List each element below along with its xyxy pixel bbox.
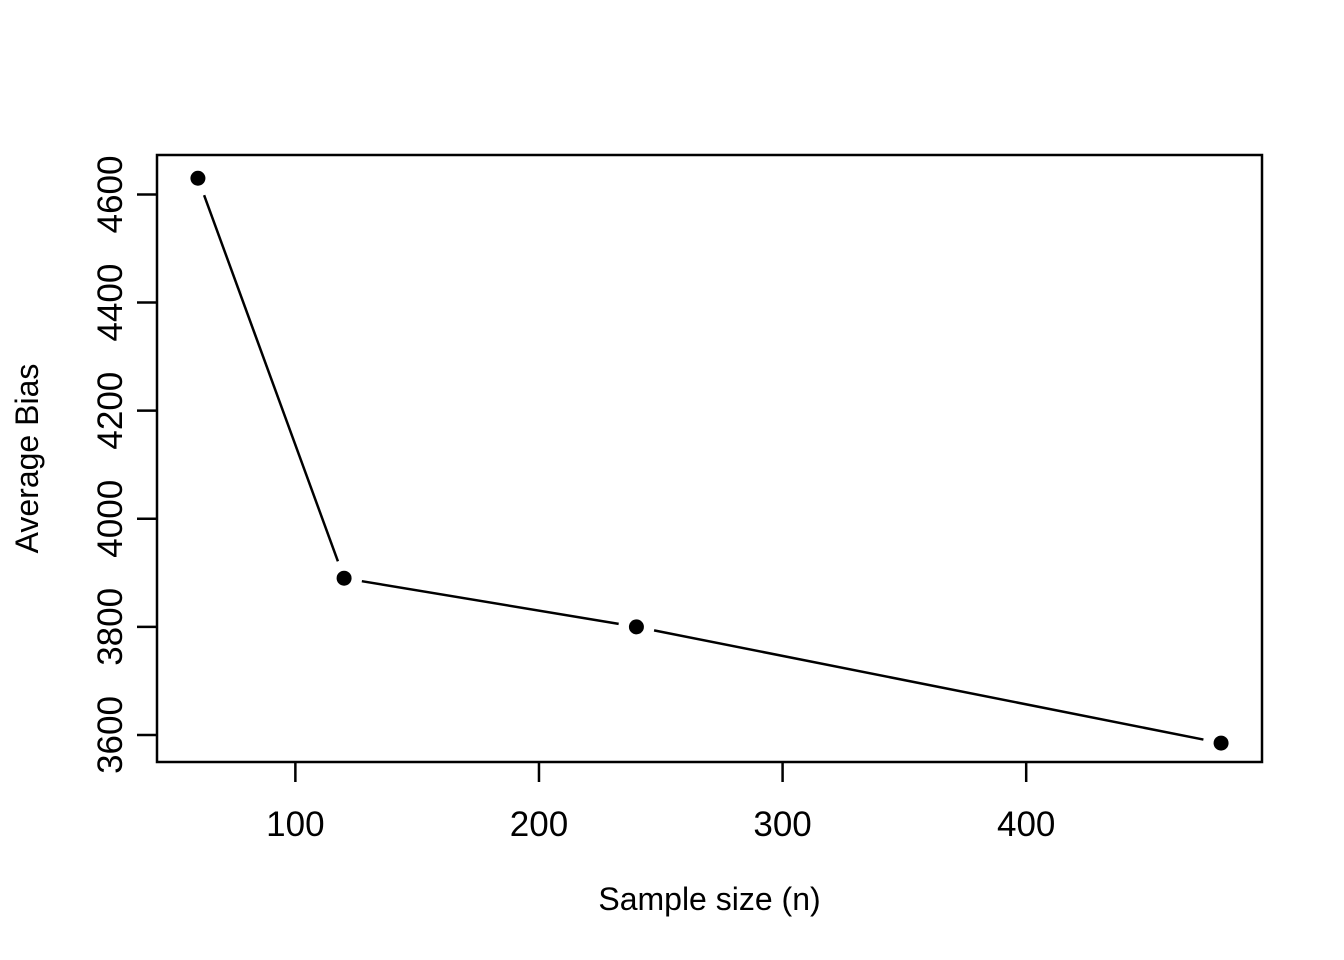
x-axis-tick-label: 300 <box>753 805 811 844</box>
x-axis-tick-label: 100 <box>266 805 324 844</box>
series-line-segment <box>653 629 1204 741</box>
data-point <box>1213 735 1229 751</box>
y-axis-tick-label: 4600 <box>91 156 130 234</box>
data-point <box>336 570 352 586</box>
series-line-segment <box>202 194 340 562</box>
y-axis-tick-label: 3800 <box>91 588 130 666</box>
y-axis-tick-label: 4200 <box>91 372 130 450</box>
y-axis-title: Average Bias <box>9 364 45 554</box>
y-axis-tick-label: 4400 <box>91 264 130 342</box>
x-axis-title: Sample size (n) <box>598 881 820 917</box>
data-point <box>628 619 644 635</box>
y-axis-tick-label: 3600 <box>91 696 130 774</box>
x-axis-tick-label: 400 <box>997 805 1055 844</box>
y-axis-tick-label: 4000 <box>91 480 130 558</box>
plot-frame <box>155 153 1264 764</box>
series-line-segment <box>361 579 619 626</box>
x-axis-tick-label: 200 <box>510 805 568 844</box>
data-point <box>190 170 206 186</box>
